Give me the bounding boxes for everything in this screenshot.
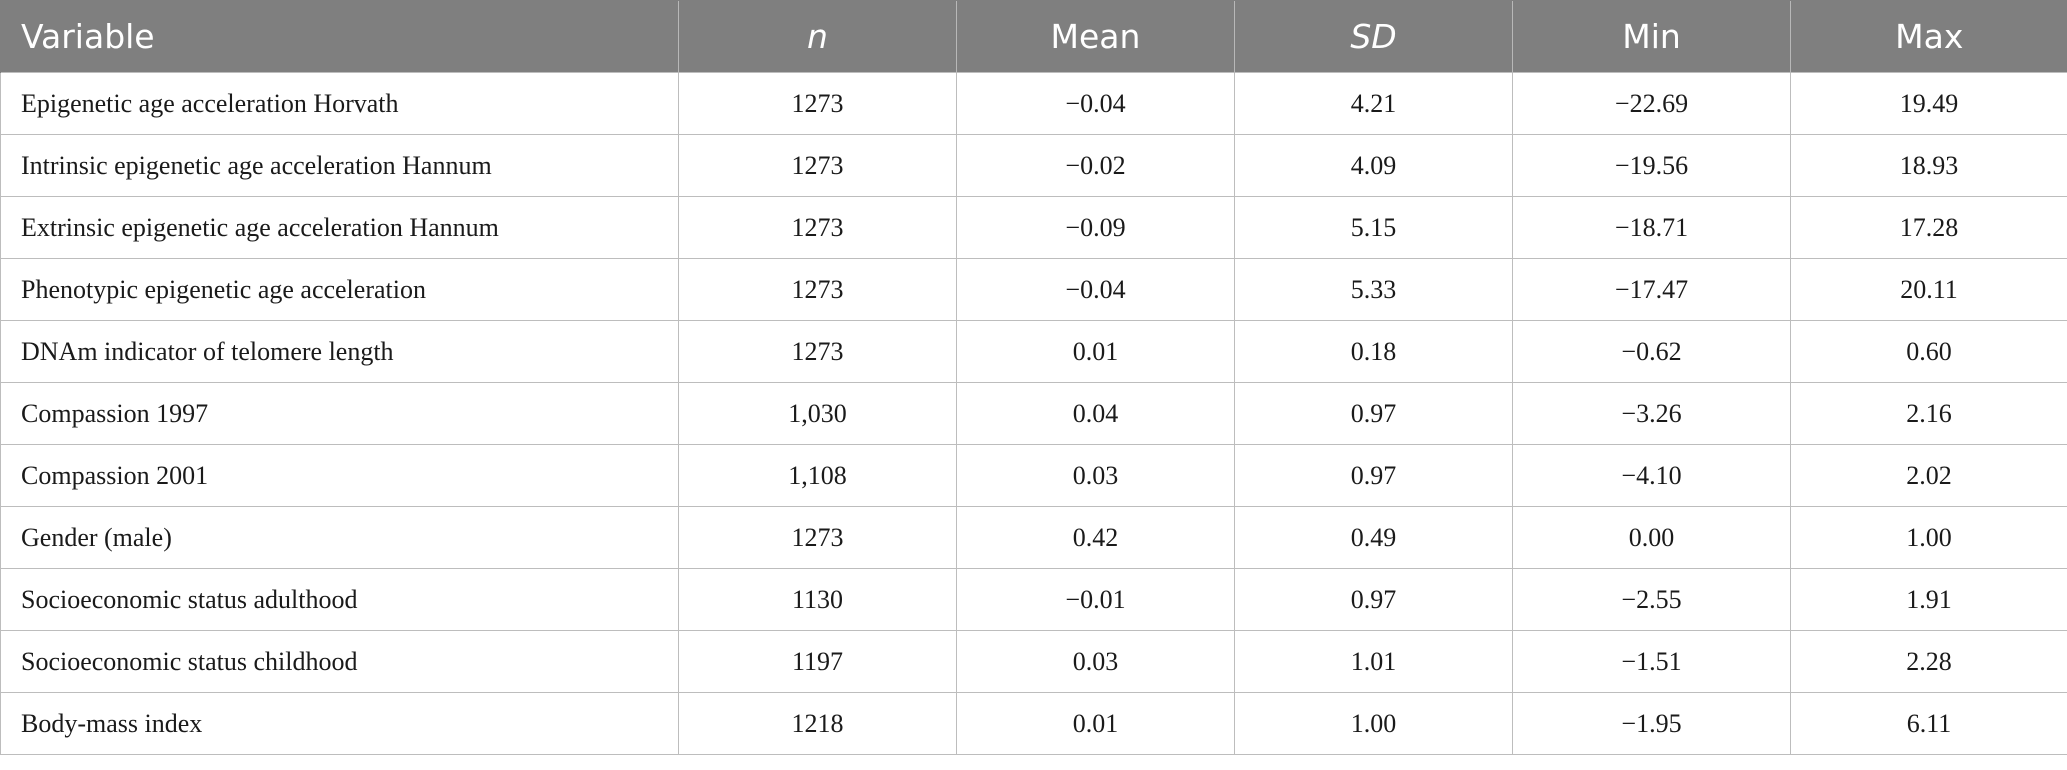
cell-variable: Gender (male) — [0, 506, 679, 569]
cell-max: 2.02 — [1790, 444, 2067, 507]
table-row: Socioeconomic status childhood 1197 0.03 1.… — [0, 630, 2067, 693]
cell-sd: 0.97 — [1234, 568, 1513, 631]
cell-max: 2.28 — [1790, 630, 2067, 693]
cell-mean: 0.03 — [956, 630, 1235, 693]
cell-n: 1218 — [678, 692, 957, 755]
cell-mean: −0.04 — [956, 72, 1235, 135]
table-header: Variable n Mean SD Min Max — [0, 0, 2067, 73]
cell-sd: 1.00 — [1234, 692, 1513, 755]
cell-variable: Phenotypic epigenetic age acceleration — [0, 258, 679, 321]
cell-min: −2.55 — [1512, 568, 1791, 631]
cell-variable: Socioeconomic status adulthood — [0, 568, 679, 631]
cell-n: 1,108 — [678, 444, 957, 507]
cell-mean: 0.01 — [956, 320, 1235, 383]
cell-mean: 0.04 — [956, 382, 1235, 445]
cell-max: 20.11 — [1790, 258, 2067, 321]
cell-sd: 0.18 — [1234, 320, 1513, 383]
table-row: Socioeconomic status adulthood 1130 −0.01 0… — [0, 568, 2067, 631]
cell-min: −3.26 — [1512, 382, 1791, 445]
table-row: Epigenetic age acceleration Horvath 1273−… — [0, 72, 2067, 135]
cell-min: −1.95 — [1512, 692, 1791, 755]
cell-max: 6.11 — [1790, 692, 2067, 755]
cell-min: −1.51 — [1512, 630, 1791, 693]
cell-mean: 0.01 — [956, 692, 1235, 755]
cell-mean: −0.04 — [956, 258, 1235, 321]
cell-max: 1.00 — [1790, 506, 2067, 569]
cell-sd: 0.97 — [1234, 444, 1513, 507]
cell-n: 1273 — [678, 134, 957, 197]
header-sd: SD — [1234, 0, 1513, 73]
cell-sd: 5.33 — [1234, 258, 1513, 321]
table-body: Epigenetic age acceleration Horvath 1273−… — [0, 72, 2067, 755]
table-row: Intrinsic epigenetic age acceleration Ha… — [0, 134, 2067, 197]
cell-max: 0.60 — [1790, 320, 2067, 383]
cell-mean: −0.01 — [956, 568, 1235, 631]
cell-mean: 0.03 — [956, 444, 1235, 507]
table-row: DNAm indicator of telomere length 1273 0.0… — [0, 320, 2067, 383]
cell-max: 2.16 — [1790, 382, 2067, 445]
header-max: Max — [1790, 0, 2067, 73]
cell-min: −4.10 — [1512, 444, 1791, 507]
cell-min: −0.62 — [1512, 320, 1791, 383]
header-mean: Mean — [956, 0, 1235, 73]
cell-variable: Compassion 2001 — [0, 444, 679, 507]
cell-variable: Extrinsic epigenetic age acceleration Ha… — [0, 196, 679, 259]
cell-variable: Intrinsic epigenetic age acceleration Ha… — [0, 134, 679, 197]
cell-mean: −0.09 — [956, 196, 1235, 259]
cell-variable: Compassion 1997 — [0, 382, 679, 445]
cell-min: −17.47 — [1512, 258, 1791, 321]
cell-sd: 1.01 — [1234, 630, 1513, 693]
cell-n: 1,030 — [678, 382, 957, 445]
cell-n: 1273 — [678, 506, 957, 569]
cell-max: 1.91 — [1790, 568, 2067, 631]
cell-max: 18.93 — [1790, 134, 2067, 197]
cell-max: 19.49 — [1790, 72, 2067, 135]
cell-sd: 4.09 — [1234, 134, 1513, 197]
header-variable: Variable — [0, 0, 679, 73]
cell-min: −22.69 — [1512, 72, 1791, 135]
table-row: Phenotypic epigenetic age acceleration 12… — [0, 258, 2067, 321]
cell-sd: 0.49 — [1234, 506, 1513, 569]
cell-mean: −0.02 — [956, 134, 1235, 197]
cell-n: 1273 — [678, 320, 957, 383]
table-row: Compassion 1997 1,030 0.04 0.97 −3.26 2.16 — [0, 382, 2067, 445]
cell-min: −18.71 — [1512, 196, 1791, 259]
cell-sd: 4.21 — [1234, 72, 1513, 135]
cell-n: 1273 — [678, 258, 957, 321]
header-min: Min — [1512, 0, 1791, 73]
cell-variable: DNAm indicator of telomere length — [0, 320, 679, 383]
cell-variable: Socioeconomic status childhood — [0, 630, 679, 693]
cell-variable: Epigenetic age acceleration Horvath — [0, 72, 679, 135]
cell-mean: 0.42 — [956, 506, 1235, 569]
header-n: n — [678, 0, 957, 73]
table-row: Extrinsic epigenetic age acceleration Ha… — [0, 196, 2067, 259]
table-row: Gender (male) 1273 0.42 0.49 0.00 1.00 — [0, 506, 2067, 569]
cell-sd: 0.97 — [1234, 382, 1513, 445]
cell-n: 1197 — [678, 630, 957, 693]
cell-sd: 5.15 — [1234, 196, 1513, 259]
cell-variable: Body-mass index — [0, 692, 679, 755]
cell-min: −19.56 — [1512, 134, 1791, 197]
table-row: Body-mass index 1218 0.01 1.00 −1.95 6.11 — [0, 692, 2067, 755]
cell-n: 1273 — [678, 196, 957, 259]
cell-n: 1130 — [678, 568, 957, 631]
cell-max: 17.28 — [1790, 196, 2067, 259]
table-row: Compassion 2001 1,108 0.03 0.97 −4.10 2.02 — [0, 444, 2067, 507]
header-row: Variable n Mean SD Min Max — [0, 0, 2067, 73]
cell-n: 1273 — [678, 72, 957, 135]
cell-min: 0.00 — [1512, 506, 1791, 569]
